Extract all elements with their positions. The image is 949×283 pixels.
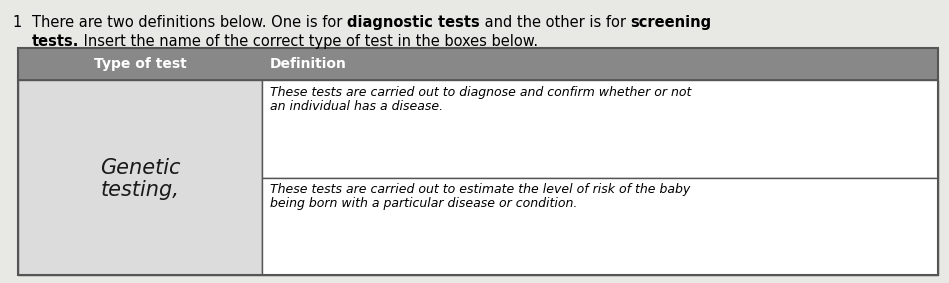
Text: tests.: tests. [32, 34, 80, 49]
Text: an individual has a disease.: an individual has a disease. [270, 100, 443, 113]
Text: Genetic: Genetic [100, 158, 180, 177]
Text: These tests are carried out to diagnose and confirm whether or not: These tests are carried out to diagnose … [270, 86, 691, 99]
Text: There are two definitions below. One is for: There are two definitions below. One is … [32, 15, 347, 30]
Bar [18, 48, 938, 275]
Text: Type of test: Type of test [94, 57, 186, 71]
Text: Insert the name of the correct type of test in the boxes below.: Insert the name of the correct type of t… [80, 34, 538, 49]
Bar [18, 80, 262, 275]
Text: Definition: Definition [270, 57, 346, 71]
Bar [262, 80, 938, 177]
Text: diagnostic tests: diagnostic tests [347, 15, 480, 30]
Text: being born with a particular disease or condition.: being born with a particular disease or … [270, 198, 577, 211]
Bar [18, 48, 938, 80]
Text: and the other is for: and the other is for [480, 15, 630, 30]
Bar [262, 177, 938, 275]
Text: screening: screening [630, 15, 712, 30]
Text: 1: 1 [12, 15, 21, 30]
Text: These tests are carried out to estimate the level of risk of the baby: These tests are carried out to estimate … [270, 183, 690, 196]
Text: testing,: testing, [101, 179, 179, 200]
